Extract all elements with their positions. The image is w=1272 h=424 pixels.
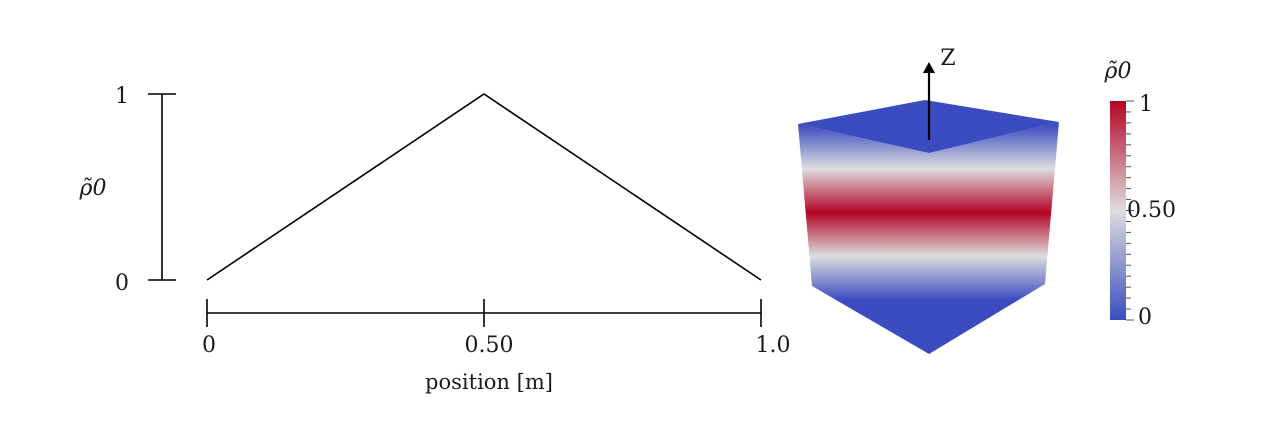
cube-right-face bbox=[929, 122, 1059, 354]
colorbar-ticks bbox=[1126, 100, 1134, 321]
x-tick-label: 1.0 bbox=[756, 333, 791, 358]
colorbar-tick-label: 0.50 bbox=[1127, 198, 1176, 223]
colorbar-gradient bbox=[1110, 101, 1126, 320]
colorbar-title: ρ̃0 bbox=[1104, 59, 1132, 84]
colorbar: ρ̃0 1 0.50 0 bbox=[1104, 59, 1176, 330]
y-axis: 1 0 ρ̃0 bbox=[79, 84, 176, 296]
x-axis: 0 0.50 1.0 position [m] bbox=[202, 299, 791, 394]
y-tick-label: 1 bbox=[115, 84, 129, 109]
colorbar-tick-label: 0 bbox=[1138, 305, 1152, 330]
z-axis-arrowhead bbox=[923, 62, 935, 73]
y-axis-label: ρ̃0 bbox=[79, 176, 107, 201]
x-axis-label: position [m] bbox=[425, 370, 553, 394]
series-line bbox=[206, 93, 762, 281]
line-chart: 1 0 ρ̃0 0 0.50 1.0 position [m] bbox=[79, 84, 791, 394]
cube-visualization: Z bbox=[798, 46, 1059, 354]
colorbar-tick-label: 1 bbox=[1139, 92, 1153, 117]
z-axis-label: Z bbox=[940, 46, 955, 71]
y-tick-label: 0 bbox=[115, 271, 129, 296]
cube-left-face bbox=[798, 124, 929, 354]
x-tick-label: 0 bbox=[202, 333, 216, 358]
x-tick-label: 0.50 bbox=[465, 333, 514, 358]
